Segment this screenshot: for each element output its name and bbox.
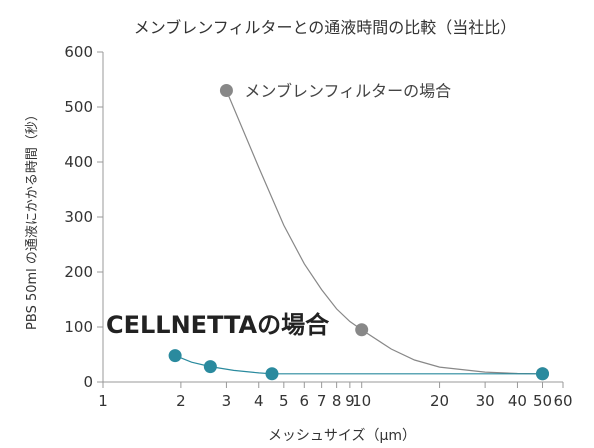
axes [97, 51, 564, 388]
x-tick-label: 2 [176, 392, 186, 410]
x-tick-label: 30 [476, 392, 495, 410]
x-tick-label: 3 [222, 392, 232, 410]
data-point-0 [219, 84, 233, 97]
series-line-0 [225, 90, 543, 375]
x-tick-label: 4 [254, 392, 264, 410]
y-tick-label: 100 [64, 318, 93, 336]
y-tick-label: 600 [64, 43, 93, 61]
series-curves [174, 90, 543, 375]
x-tick-label: 20 [430, 392, 449, 410]
x-tick-label: 5 [279, 392, 289, 410]
series-label-cellnetta: CELLNETTAの場合 [106, 311, 330, 339]
data-points [168, 84, 550, 381]
series-line-1 [174, 355, 543, 375]
series-labels: メンブレンフィルターの場合 CELLNETTAの場合 [106, 82, 451, 340]
y-tick-label: 0 [83, 373, 93, 391]
data-point-0 [355, 323, 369, 337]
x-tick-label: 1 [98, 392, 108, 410]
tick-labels: 0 100 200 300 400 500 600 1 2 3 4 5 6 7 8 910 20 30 40 50 60 [64, 43, 572, 410]
x-tick-label: 10 [352, 392, 371, 410]
y-axis-label: PBS 50ml の通液にかかる時間（秒） [25, 108, 40, 330]
x-axis-label: メッシュサイズ（μm） [268, 428, 416, 444]
y-tick-label: 400 [64, 153, 93, 171]
data-point-1 [203, 360, 217, 374]
x-tick-label: 6 [300, 392, 310, 410]
x-tick-label: 60 [553, 392, 572, 410]
y-tick-label: 500 [64, 98, 93, 116]
x-tick-label: 7 [317, 392, 327, 410]
data-point-1 [265, 367, 279, 381]
data-point-1 [168, 349, 182, 363]
series-label-membrane: メンブレンフィルターの場合 [244, 82, 451, 101]
x-tick-label: 50 [533, 392, 552, 410]
y-tick-label: 200 [64, 263, 93, 281]
x-tick-label: 40 [508, 392, 527, 410]
chart-title: メンブレンフィルターとの通液時間の比較（当社比） [134, 18, 517, 37]
x-tick-label: 9 [345, 392, 355, 410]
data-point-1 [536, 367, 550, 381]
x-tick-label: 8 [332, 392, 342, 410]
y-tick-label: 300 [64, 208, 93, 226]
